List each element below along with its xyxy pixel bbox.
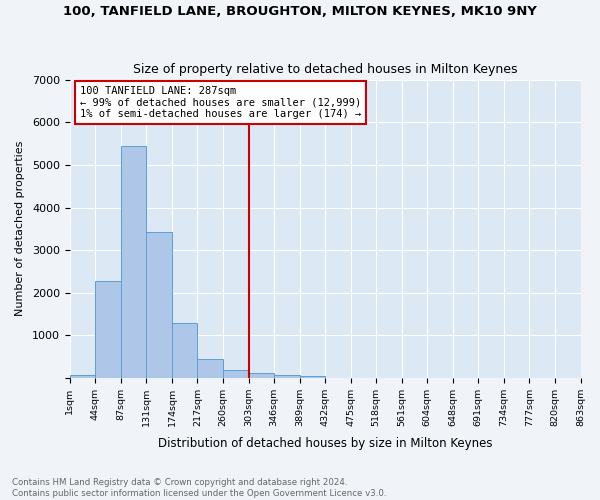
Title: Size of property relative to detached houses in Milton Keynes: Size of property relative to detached ho… xyxy=(133,63,517,76)
Bar xyxy=(274,375,299,378)
Y-axis label: Number of detached properties: Number of detached properties xyxy=(15,141,25,316)
Text: Contains HM Land Registry data © Crown copyright and database right 2024.
Contai: Contains HM Land Registry data © Crown c… xyxy=(12,478,386,498)
Bar xyxy=(172,323,197,378)
Bar xyxy=(146,232,172,378)
Text: 100, TANFIELD LANE, BROUGHTON, MILTON KEYNES, MK10 9NY: 100, TANFIELD LANE, BROUGHTON, MILTON KE… xyxy=(63,5,537,18)
Text: 100 TANFIELD LANE: 287sqm
← 99% of detached houses are smaller (12,999)
1% of se: 100 TANFIELD LANE: 287sqm ← 99% of detac… xyxy=(80,86,361,119)
X-axis label: Distribution of detached houses by size in Milton Keynes: Distribution of detached houses by size … xyxy=(158,437,493,450)
Bar xyxy=(95,280,121,378)
Bar xyxy=(197,360,223,378)
Bar xyxy=(121,146,146,378)
Bar xyxy=(70,374,95,378)
Bar xyxy=(299,376,325,378)
Bar xyxy=(248,373,274,378)
Bar xyxy=(223,370,248,378)
